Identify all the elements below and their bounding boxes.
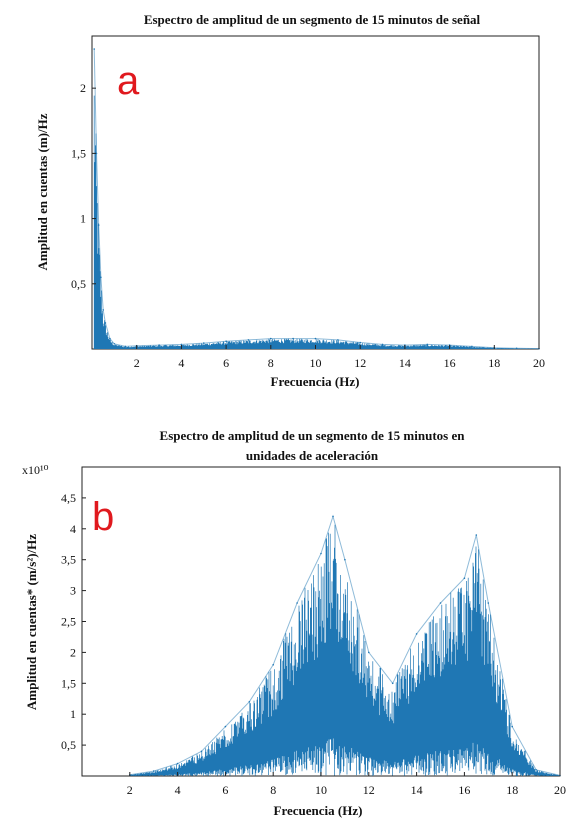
chart-b-y-tick-label: 1 [70,707,76,721]
chart-a-data-point [426,343,429,346]
chart-a-y-tick-label: 1,5 [71,146,86,160]
chart-b-x-axis-label: Frecuencia (Hz) [274,803,363,818]
chart-a-data-point [225,340,227,343]
chart-b-title-line-2: unidades de aceleración [246,448,379,463]
chart-a-data-point [180,343,183,346]
chart-b-data-point [332,515,334,518]
chart-b-y-tick-label: 2,5 [61,615,76,629]
chart-b-y-multiplier: x10¹⁰ [22,463,49,477]
chart-a-y-tick-label: 2 [80,81,86,95]
chart-a-title: Espectro de amplitud de un segmento de 1… [144,12,481,27]
chart-a-data-point [381,343,384,346]
chart-b-data-point [463,577,466,579]
chart-b-x-tick-label: 12 [363,783,375,797]
chart-b-data-point [176,762,179,765]
chart-a-data-point [471,345,473,348]
chart-a-data-point [359,341,362,344]
chart-b-y-axis-label: Amplitud en cuentas* (m/s²)/Hz [24,534,39,710]
chart-b-data-point [511,725,513,728]
chart-b-y-tick-label: 1,5 [61,676,76,690]
chart-b-y-tick-label: 4,5 [61,491,76,505]
chart-a-x-tick-label: 4 [178,356,184,370]
chart-b-y-tick-label: 4 [70,522,76,536]
chart-a-panel-letter: a [117,59,140,103]
chart-a-data-point [97,224,100,226]
chart-b-x-tick-label: 2 [127,783,133,797]
chart-b-x-ticks: 2 4 6 8 10 12 14 16 18 20 [127,772,566,797]
chart-b-x-tick-label: 6 [222,783,228,797]
chart-b-data-point [535,769,537,771]
chart-a-data-point [337,339,339,341]
chart-a-data-point [247,339,250,341]
chart-a-x-axis-label: Frecuencia (Hz) [271,374,360,389]
chart-a-data-point [124,345,127,348]
chart-b-data-point [415,633,418,635]
chart-b-data-point [272,664,275,666]
chart-b-title-line-1: Espectro de amplitud de un segmento de 1… [160,428,466,443]
chart-a-data-point [109,337,111,340]
chart-a-x-tick-label: 10 [310,356,322,370]
chart-b-y-tick-label: 0,5 [61,738,76,752]
chart-b-y-tick-label: 3 [70,584,76,598]
chart-a-x-tick-label: 14 [399,356,411,370]
chart-a-x-tick-label: 6 [223,356,229,370]
chart-a-y-ticks: 0,5 1 1,5 2 [71,81,96,291]
chart-a-data-point [95,152,98,155]
chart-a-x-tick-label: 8 [268,356,274,370]
chart-a-plot-area [91,35,540,350]
chart-b-x-tick-label: 10 [315,783,327,797]
chart-b-data-point [320,552,322,555]
chart-a-x-tick-label: 16 [444,356,456,370]
chart-b-data-point [296,602,298,604]
chart-a-data-point [102,309,104,311]
chart-a-x-tick-label: 18 [488,356,500,370]
chart-a-x-tick-label: 20 [533,356,545,370]
chart-b-x-tick-label: 16 [458,783,470,797]
chart-b-x-tick-label: 14 [411,783,423,797]
chart-a-data-point [270,337,272,340]
chart-b-data-point [152,770,155,772]
chart-b-data-point [200,750,203,753]
chart-a-x-ticks: 2 4 6 8 10 12 14 16 18 20 [134,345,545,370]
chart-b-x-tick-label: 4 [175,783,181,797]
chart-a-marks [93,48,540,350]
chart-a-x-tick-label: 2 [134,356,140,370]
chart-b-data-point [344,558,346,561]
chart-b-y-ticks: 0,5 1 1,5 2 2,5 3 3,5 4 4,5 [61,491,86,752]
chart-b-y-tick-label: 3,5 [61,553,76,567]
chart-b-data-point [391,682,394,685]
chart-a-data-point [158,344,160,346]
chart-a-data-point [314,337,317,340]
chart-a-data-point [93,48,95,50]
chart-a-data-point [292,337,294,340]
chart-b-x-tick-label: 8 [270,783,276,797]
chart-b-x-tick-label: 18 [506,783,518,797]
chart-a-data-point [515,347,518,350]
chart-a-y-tick-label: 0,5 [71,277,86,291]
chart-a: Espectro de amplitud de un segmento de 1… [35,12,545,389]
chart-b-data-point [248,701,251,703]
chart-a-series-fill [93,95,540,349]
chart-b-panel-letter: b [92,495,114,539]
chart-a-x-tick-label: 12 [354,356,366,370]
chart-b-y-tick-label: 2 [70,645,76,659]
chart-b-data-point [487,602,490,604]
chart-b: Espectro de amplitud de un segmento de 1… [22,428,566,818]
chart-b-data-point [224,725,227,728]
chart-a-series-envelope [93,48,540,350]
chart-b-data-point [475,534,478,536]
chart-a-data-point [104,322,107,324]
chart-a-y-tick-label: 1 [80,212,86,226]
chart-a-data-point [113,343,116,345]
chart-a-series-trace [93,95,540,349]
chart-b-data-point [439,602,442,604]
chart-a-data-point [203,342,205,344]
chart-a-y-axis-label: Amplitud en cuentas (m)/Hz [35,113,50,270]
chart-a-data-point [100,276,102,279]
chart-b-x-tick-label: 20 [554,783,566,797]
chart-b-data-point [368,651,370,654]
